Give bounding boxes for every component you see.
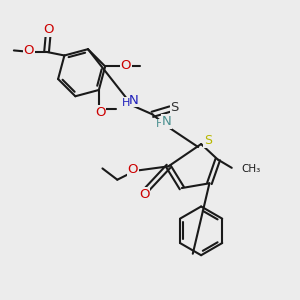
Text: H: H <box>122 98 130 108</box>
Text: O: O <box>43 23 53 36</box>
Text: N: N <box>129 94 139 106</box>
Text: O: O <box>121 59 131 72</box>
Text: S: S <box>204 134 212 147</box>
Text: H: H <box>156 119 165 129</box>
Text: O: O <box>23 44 34 57</box>
Text: O: O <box>95 106 106 119</box>
Text: N: N <box>161 115 171 128</box>
Text: O: O <box>139 188 149 201</box>
Text: CH₃: CH₃ <box>241 164 260 174</box>
Text: S: S <box>170 101 179 114</box>
Text: O: O <box>128 163 138 176</box>
